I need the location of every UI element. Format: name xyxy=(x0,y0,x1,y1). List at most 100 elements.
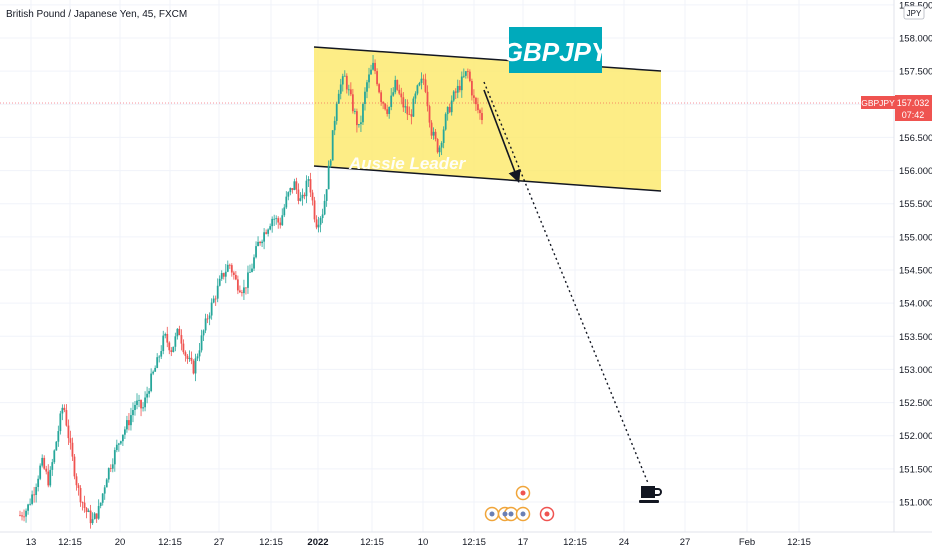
candle-body xyxy=(416,85,419,94)
candle-body xyxy=(271,218,274,227)
candle-body xyxy=(464,71,467,76)
candle-body xyxy=(380,92,383,102)
price-axis[interactable] xyxy=(894,0,932,532)
candle-body xyxy=(412,98,415,117)
candle-body xyxy=(366,82,368,92)
candle-body xyxy=(97,506,100,519)
candle-body xyxy=(79,487,82,503)
candle-body xyxy=(456,85,459,93)
candle-body xyxy=(236,279,239,291)
candle-body xyxy=(176,328,179,337)
price-tick-label: 158.000 xyxy=(899,34,932,45)
candle-body xyxy=(37,478,40,488)
candle-body xyxy=(103,487,106,494)
candle-body xyxy=(426,91,429,107)
candle-body xyxy=(184,352,187,356)
candle-body xyxy=(43,457,46,469)
candle-body xyxy=(238,290,241,293)
candle-body xyxy=(77,485,80,488)
candle-body xyxy=(289,188,292,193)
projection-dotted-line[interactable] xyxy=(483,81,649,484)
candle-body xyxy=(466,71,469,73)
candle-body xyxy=(222,273,225,277)
candle-body xyxy=(41,457,44,466)
candle-body xyxy=(27,504,29,511)
candle-body xyxy=(47,471,50,486)
candle-body xyxy=(160,351,163,357)
candle-body xyxy=(204,318,207,331)
candle-body xyxy=(150,373,153,392)
candle-body xyxy=(194,358,197,374)
candle-body xyxy=(241,292,243,294)
price-channel[interactable] xyxy=(314,47,661,191)
candle-body xyxy=(311,192,314,201)
time-tick-label: 27 xyxy=(680,537,691,548)
candle-body xyxy=(111,464,114,469)
candle-body xyxy=(75,476,78,486)
candle-body xyxy=(448,106,451,113)
candle-body xyxy=(65,410,68,426)
candle-body xyxy=(285,196,288,208)
candle-body xyxy=(162,335,165,352)
event-markers[interactable] xyxy=(484,485,555,522)
candle-body xyxy=(39,465,42,479)
candle-body xyxy=(392,92,395,96)
candle-body xyxy=(394,79,397,93)
candle-body xyxy=(156,357,159,368)
candle-body xyxy=(279,222,282,226)
price-tick-label: 153.500 xyxy=(899,332,932,343)
candle-body xyxy=(442,129,445,144)
candle-body xyxy=(232,272,235,275)
candle-body xyxy=(81,502,84,504)
candle-body xyxy=(228,264,231,266)
candle-body xyxy=(33,494,36,496)
currency-badge[interactable] xyxy=(903,5,925,20)
candle-body xyxy=(142,407,144,409)
candle-body xyxy=(124,429,126,435)
candle-body xyxy=(253,257,255,269)
candle-body xyxy=(460,76,463,91)
channel-upper-line[interactable] xyxy=(313,46,662,72)
candle-body xyxy=(275,218,278,219)
candle-body xyxy=(226,264,229,272)
candle-body xyxy=(261,241,263,244)
time-axis[interactable] xyxy=(0,532,932,550)
candle-body xyxy=(303,194,306,197)
candle-body xyxy=(450,100,453,113)
projection-arrow[interactable] xyxy=(483,89,521,183)
channel-lower-line[interactable] xyxy=(313,165,662,192)
price-tick-label: 152.500 xyxy=(899,398,932,409)
candle-body xyxy=(414,93,417,99)
candle-body xyxy=(178,328,181,336)
candlestick-series xyxy=(19,55,483,529)
price-tick-label: 152.000 xyxy=(899,431,932,442)
candle-body xyxy=(382,101,385,104)
candle-body xyxy=(333,120,336,131)
watermark-text: Aussie Leader xyxy=(348,154,467,173)
time-tick-label: 2022 xyxy=(307,537,328,548)
candle-body xyxy=(269,226,272,230)
candle-body xyxy=(146,393,148,398)
symbol-label-box[interactable] xyxy=(509,27,602,73)
time-tick-label: 24 xyxy=(619,537,630,548)
candle-body xyxy=(109,468,112,469)
candle-body xyxy=(301,194,304,199)
candle-body xyxy=(473,95,475,98)
candle-body xyxy=(458,85,461,91)
candle-body xyxy=(481,113,483,121)
candle-body xyxy=(61,407,64,414)
candle-body xyxy=(353,111,356,112)
candle-body xyxy=(91,519,94,524)
time-tick-label: Feb xyxy=(739,537,755,548)
candle-body xyxy=(267,229,270,234)
candle-body xyxy=(315,219,318,228)
candle-body xyxy=(360,122,362,125)
candle-body xyxy=(105,479,108,488)
candle-body xyxy=(89,510,92,524)
candle-body xyxy=(299,198,302,201)
candle-body xyxy=(113,450,116,465)
candle-body xyxy=(470,81,473,96)
candle-body xyxy=(107,468,110,480)
candle-body xyxy=(321,214,324,219)
